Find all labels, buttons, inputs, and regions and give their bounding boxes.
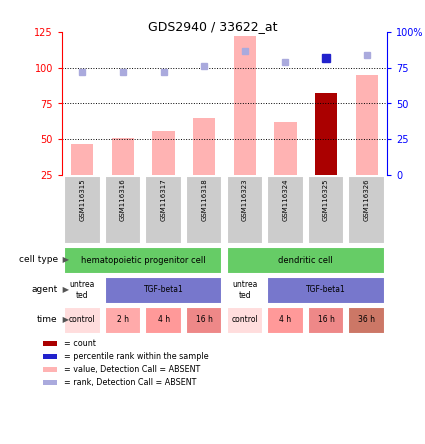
- Text: TGF-beta1: TGF-beta1: [144, 285, 184, 294]
- Text: GSM116318: GSM116318: [201, 178, 207, 221]
- Text: 4 h: 4 h: [279, 316, 292, 325]
- Bar: [64, 246, 222, 274]
- Text: dendritic cell: dendritic cell: [278, 255, 333, 265]
- Text: control: control: [232, 316, 258, 325]
- Text: GSM116324: GSM116324: [283, 178, 289, 221]
- Text: = rank, Detection Call = ABSENT: = rank, Detection Call = ABSENT: [64, 378, 196, 387]
- Bar: [105, 306, 141, 333]
- Text: untrea
ted: untrea ted: [70, 280, 95, 300]
- Bar: [71, 143, 94, 175]
- Bar: [267, 277, 385, 304]
- Text: = count: = count: [64, 339, 96, 348]
- Text: ▶: ▶: [60, 316, 69, 325]
- Bar: [274, 122, 297, 175]
- Text: GDS2940 / 33622_at: GDS2940 / 33622_at: [148, 20, 277, 33]
- Bar: [42, 381, 57, 385]
- Text: ▶: ▶: [60, 285, 69, 294]
- Bar: [227, 176, 263, 244]
- Bar: [145, 176, 182, 244]
- Bar: [145, 306, 182, 333]
- Text: = value, Detection Call = ABSENT: = value, Detection Call = ABSENT: [64, 365, 201, 374]
- Text: 16 h: 16 h: [317, 316, 334, 325]
- Bar: [227, 277, 263, 304]
- Bar: [64, 176, 101, 244]
- Bar: [105, 277, 222, 304]
- Bar: [105, 176, 141, 244]
- Bar: [153, 131, 175, 175]
- Bar: [348, 176, 385, 244]
- Bar: [193, 118, 215, 175]
- Bar: [227, 306, 263, 333]
- Text: GSM116316: GSM116316: [120, 178, 126, 221]
- Text: TGF-beta1: TGF-beta1: [306, 285, 346, 294]
- Bar: [348, 306, 385, 333]
- Text: agent: agent: [31, 285, 58, 294]
- Text: untrea
ted: untrea ted: [232, 280, 258, 300]
- Text: GSM116317: GSM116317: [161, 178, 167, 221]
- Bar: [186, 176, 222, 244]
- Bar: [308, 306, 344, 333]
- Text: time: time: [37, 316, 58, 325]
- Bar: [186, 306, 222, 333]
- Bar: [315, 94, 337, 175]
- Bar: [112, 138, 134, 175]
- Bar: [227, 246, 385, 274]
- Text: GSM116315: GSM116315: [79, 178, 85, 221]
- Bar: [267, 306, 304, 333]
- Bar: [64, 277, 101, 304]
- Bar: [42, 368, 57, 372]
- Bar: [42, 354, 57, 359]
- Bar: [356, 75, 378, 175]
- Text: = percentile rank within the sample: = percentile rank within the sample: [64, 352, 209, 361]
- Text: 16 h: 16 h: [196, 316, 212, 325]
- Bar: [64, 306, 101, 333]
- Bar: [267, 176, 304, 244]
- Text: 36 h: 36 h: [358, 316, 375, 325]
- Bar: [42, 341, 57, 345]
- Text: 4 h: 4 h: [158, 316, 170, 325]
- Text: cell type: cell type: [19, 255, 58, 265]
- Text: GSM116326: GSM116326: [364, 178, 370, 221]
- Bar: [234, 36, 256, 175]
- Text: hematopoietic progenitor cell: hematopoietic progenitor cell: [81, 255, 206, 265]
- Text: GSM116325: GSM116325: [323, 178, 329, 221]
- Text: 2 h: 2 h: [117, 316, 129, 325]
- Text: ▶: ▶: [60, 255, 69, 265]
- Text: control: control: [69, 316, 96, 325]
- Text: GSM116323: GSM116323: [242, 178, 248, 221]
- Bar: [308, 176, 344, 244]
